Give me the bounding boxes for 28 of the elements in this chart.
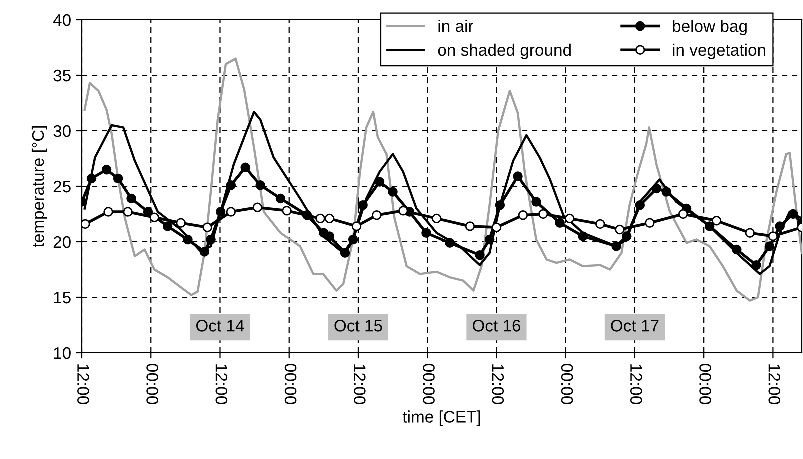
annotation: Oct 14 bbox=[196, 320, 244, 332]
x-tick-label: 00:00 bbox=[561, 364, 574, 404]
y-tick-label: 20 bbox=[54, 236, 71, 248]
annotation: Oct 16 bbox=[472, 320, 521, 332]
x-tick-label: 12:00 bbox=[78, 364, 90, 404]
y-axis-title: temperature [°C] bbox=[32, 126, 48, 248]
x-tick-label: 12:00 bbox=[630, 364, 642, 404]
y-tick-label: 35 bbox=[54, 70, 71, 82]
x-tick-label: 12:00 bbox=[768, 364, 781, 404]
x-tick-label: 00:00 bbox=[146, 364, 158, 404]
annotation: Oct 17 bbox=[611, 320, 659, 332]
x-tick-label: 12:00 bbox=[216, 364, 228, 404]
x-tick-label: 12:00 bbox=[492, 364, 504, 404]
y-tick-label: 30 bbox=[54, 125, 71, 138]
x-tick-label: 00:00 bbox=[700, 364, 712, 404]
legend-label: in air bbox=[438, 20, 474, 32]
x-tick-label: 00:00 bbox=[284, 364, 297, 404]
legend-label: below bag bbox=[673, 20, 747, 36]
annotation: Oct 15 bbox=[334, 320, 382, 332]
legend-label: on shaded ground bbox=[438, 44, 571, 60]
y-tick-label: 10 bbox=[54, 347, 71, 360]
x-tick-label: 00:00 bbox=[423, 364, 435, 404]
x-axis-title: time [CET] bbox=[402, 410, 480, 426]
y-tick-label: 15 bbox=[54, 292, 71, 304]
legend-label: in vegetation bbox=[673, 44, 766, 60]
x-tick-label: 12:00 bbox=[354, 364, 366, 404]
y-tick-label: 40 bbox=[53, 14, 71, 26]
y-tick-label: 25 bbox=[54, 180, 71, 193]
